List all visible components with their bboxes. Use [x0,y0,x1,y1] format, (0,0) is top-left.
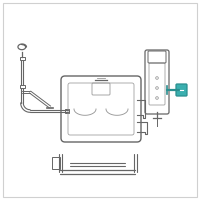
FancyBboxPatch shape [3,3,197,197]
Bar [20,84,24,88]
Bar [20,57,24,60]
FancyBboxPatch shape [176,84,187,96]
Bar [65,109,69,113]
Bar [52,157,60,169]
